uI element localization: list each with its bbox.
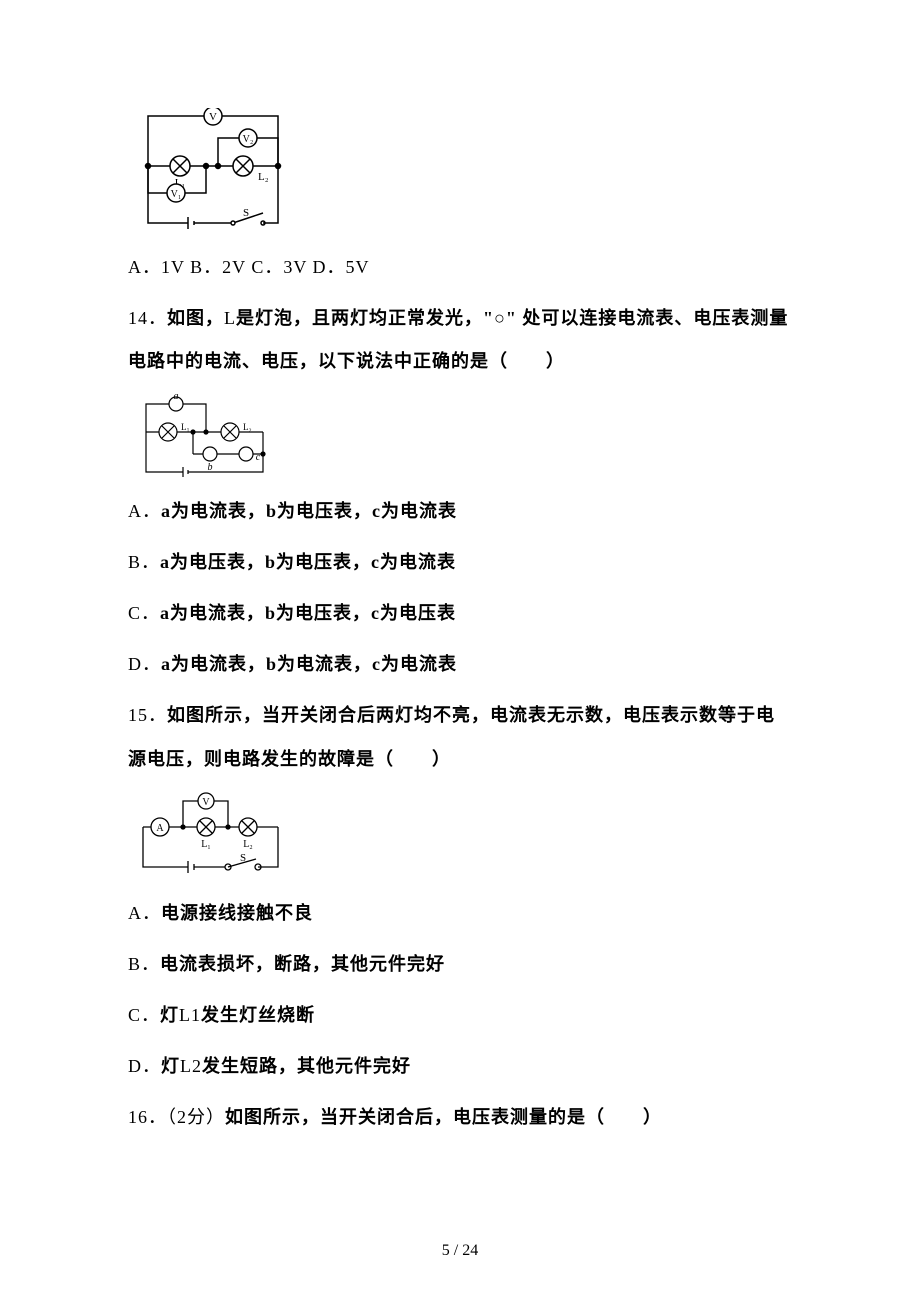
- q14-option-d: D．a为电流表，b为电流表，c为电流表: [128, 643, 792, 686]
- svg-text:L₁: L₁: [201, 839, 211, 850]
- svg-text:L₂: L₂: [243, 422, 252, 432]
- q15-option-b: B．电流表损坏，断路，其他元件完好: [128, 943, 792, 986]
- svg-text:A: A: [156, 823, 164, 834]
- q15-option-d: D．灯L2发生短路，其他元件完好: [128, 1045, 792, 1088]
- q15-text: 15．如图所示，当开关闭合后两灯均不亮，电流表无示数，电压表示数等于电源电压，则…: [128, 694, 792, 780]
- page-footer: 5 / 24: [0, 1242, 920, 1260]
- svg-text:S: S: [243, 207, 249, 219]
- q15-circuit-diagram: V A L₁ L₂ S: [128, 789, 792, 884]
- q13-circuit-diagram: V V₂ L₁ L₂ V₁: [128, 108, 792, 238]
- q16-text: 16．（2分）如图所示，当开关闭合后，电压表测量的是（ ）: [128, 1096, 792, 1139]
- svg-text:L₁: L₁: [181, 422, 190, 432]
- svg-text:a: a: [174, 392, 179, 402]
- q14-option-a: A．a为电流表，b为电压表，c为电流表: [128, 490, 792, 533]
- q13-options: A．1V B．2V C．3V D．5V: [128, 246, 792, 289]
- q14-text: 14．如图，L是灯泡，且两灯均正常发光，"○" 处可以连接电流表、电压表测量电路…: [128, 297, 792, 383]
- q15-option-c: C．灯L1发生灯丝烧断: [128, 994, 792, 1037]
- svg-text:V: V: [202, 797, 210, 808]
- svg-text:S: S: [240, 852, 246, 864]
- q14-circuit-diagram: a L₁ L₂ b c: [128, 392, 792, 482]
- q15-option-a: A．电源接线接触不良: [128, 892, 792, 935]
- svg-text:V₂: V₂: [243, 134, 254, 145]
- svg-text:L₂: L₂: [258, 171, 269, 183]
- q14-option-c: C．a为电流表，b为电压表，c为电压表: [128, 592, 792, 635]
- svg-text:V: V: [209, 111, 217, 123]
- svg-text:L₂: L₂: [243, 839, 253, 850]
- q14-option-b: B．a为电压表，b为电压表，c为电流表: [128, 541, 792, 584]
- svg-text:V₁: V₁: [171, 189, 182, 200]
- svg-text:b: b: [208, 462, 213, 473]
